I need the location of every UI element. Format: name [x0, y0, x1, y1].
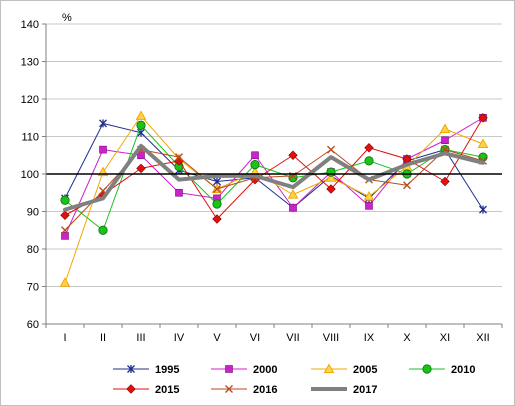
point-2000-VI — [251, 151, 259, 160]
legend-item-2000: 2000 — [211, 364, 277, 376]
y-tick-label-100: 100 — [21, 169, 39, 181]
series-2010 — [60, 120, 488, 235]
legend-item-2016: 2016 — [211, 384, 277, 396]
point-2015-XI — [440, 176, 450, 187]
x-tick-label-V: V — [213, 332, 221, 344]
legend-marker-2005 — [323, 363, 335, 373]
series-line-2005 — [64, 115, 484, 284]
x-tick-label-VI: VI — [250, 332, 260, 344]
legend-label-2017: 2017 — [353, 384, 377, 396]
point-1995-II — [99, 119, 107, 128]
y-tick-label-110: 110 — [21, 132, 39, 144]
y-tick-label-70: 70 — [27, 282, 39, 294]
y-tick-label-120: 120 — [21, 94, 39, 106]
x-tick-label-I: I — [63, 332, 66, 344]
y-unit-label: % — [62, 12, 72, 24]
point-2016-X — [403, 181, 411, 190]
point-2000-I — [61, 232, 69, 240]
point-2005-XII — [477, 138, 489, 148]
point-2015-I — [60, 210, 70, 220]
y-tick-label-60: 60 — [27, 319, 39, 331]
legend-marker-2010 — [422, 364, 432, 374]
point-2010-VIII — [326, 167, 336, 177]
y-tick-label-130: 130 — [21, 57, 39, 69]
point-2010-VI — [250, 160, 260, 170]
legend: 1995 2000 2005 2010 2015 2016 2017 — [113, 363, 475, 396]
x-tick-label-X: X — [403, 332, 411, 344]
legend-label-2015: 2015 — [155, 384, 179, 396]
point-2015-VIII — [326, 184, 336, 194]
point-2010-I — [60, 195, 70, 205]
x-tick-label-XII: XII — [476, 332, 489, 344]
point-2000-VII — [289, 203, 297, 212]
x-tick-label-III: III — [136, 332, 145, 344]
legend-label-2016: 2016 — [253, 384, 277, 396]
point-2005-VIII — [325, 172, 337, 182]
x-tick-label-IV: IV — [174, 332, 185, 344]
series-2017 — [63, 143, 485, 212]
y-tick-label-140: 140 — [21, 19, 39, 31]
point-2015-XII — [478, 113, 488, 123]
point-2005-III — [135, 110, 147, 120]
legend-marker-2000 — [225, 365, 233, 373]
legend-label-2005: 2005 — [353, 364, 377, 376]
point-2010-V — [212, 199, 222, 209]
legend-marker-2015 — [126, 384, 136, 394]
point-2000-IX — [365, 202, 373, 210]
legend-marker-1995 — [127, 365, 135, 373]
y-tick-label-80: 80 — [27, 244, 39, 256]
legend-item-2015: 2015 — [113, 384, 179, 396]
point-2016-V — [213, 185, 221, 193]
point-2010-IX — [364, 156, 374, 166]
point-2015-III — [136, 163, 146, 174]
series-line-2010 — [64, 124, 484, 231]
legend-item-2017: 2017 — [311, 384, 377, 396]
legend-item-2005: 2005 — [311, 363, 377, 376]
point-2005-XI — [439, 123, 451, 133]
legend-item-1995: 1995 — [113, 364, 179, 376]
x-tick-label-XI: XI — [440, 332, 450, 344]
y-tick-label-90: 90 — [27, 207, 39, 219]
x-tick-label-VII: VII — [286, 332, 299, 344]
series-line-2015 — [64, 117, 484, 220]
point-2015-IX — [364, 143, 374, 153]
point-2000-XI — [441, 136, 449, 145]
point-2000-IV — [175, 188, 183, 197]
legend-marker-2016 — [225, 385, 233, 393]
legend-label-2000: 2000 — [253, 364, 277, 376]
point-2000-II — [99, 145, 107, 154]
point-2005-I — [59, 277, 71, 287]
point-2016-VIII — [327, 145, 335, 154]
point-2015-V — [212, 214, 222, 224]
legend-label-1995: 1995 — [155, 364, 179, 376]
point-2000-III — [137, 151, 145, 160]
point-2010-III — [136, 120, 146, 130]
point-2016-IV — [175, 153, 183, 162]
point-2016-I — [61, 226, 69, 235]
series-layer — [46, 110, 502, 287]
series-line-2017 — [63, 143, 485, 212]
x-tick-label-VIII: VIII — [323, 332, 340, 344]
legend-item-2010: 2010 — [409, 364, 475, 376]
x-tick-label-II: II — [100, 332, 106, 344]
x-tick-label-IX: IX — [364, 332, 375, 344]
point-1995-XII — [479, 205, 487, 214]
point-2015-VII — [288, 150, 298, 160]
point-2005-VII — [287, 189, 299, 199]
legend-label-2010: 2010 — [451, 364, 475, 376]
series-2005 — [59, 110, 489, 287]
point-2010-VII — [288, 173, 298, 183]
point-2010-II — [98, 225, 108, 235]
point-2005-IX — [363, 190, 375, 201]
series-line-1995 — [64, 122, 484, 211]
